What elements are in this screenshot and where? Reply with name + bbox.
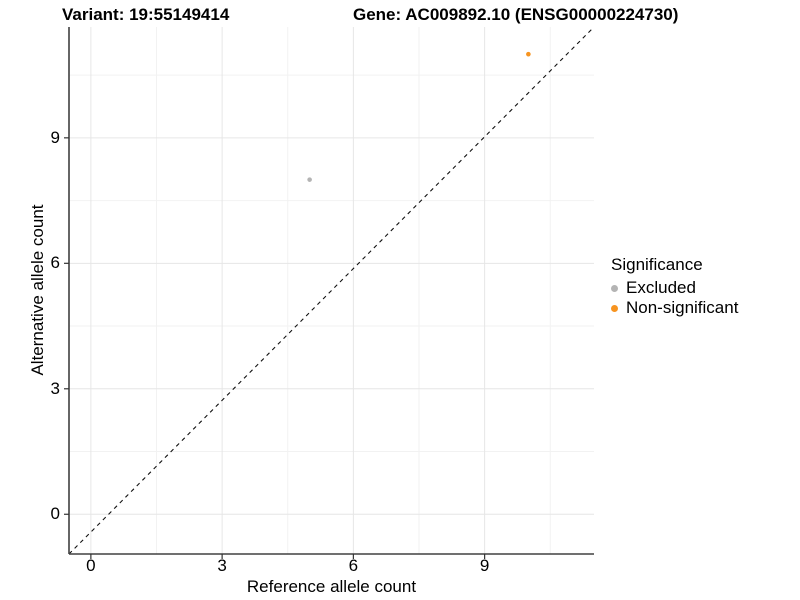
legend-item-label: Non-significant	[626, 298, 739, 317]
y-tick-label: 0	[50, 504, 60, 524]
y-tick-label: 9	[50, 127, 60, 147]
axis-tick-marks	[64, 137, 486, 559]
identity-reference-line	[68, 26, 595, 555]
gene-title: Gene: AC009892.10 (ENSG00000224730)	[353, 5, 679, 24]
y-tick-label: 6	[50, 253, 60, 273]
y-tick-label: 3	[50, 378, 60, 398]
variant-title: Variant: 19:55149414	[62, 5, 230, 24]
gridlines-minor	[69, 27, 594, 554]
point-non-significant	[526, 51, 531, 57]
excluded-swatch-icon	[611, 284, 618, 292]
y-axis-title: Alternative allele count	[28, 204, 47, 376]
gridlines-major	[69, 27, 594, 554]
x-axis-title: Reference allele count	[246, 577, 417, 596]
legend-item-label: Excluded	[626, 278, 696, 297]
data-points	[307, 51, 531, 182]
legend-item: Non-significant	[611, 298, 738, 318]
point-excluded	[307, 177, 312, 182]
x-tick-label: 9	[479, 556, 490, 575]
non-significant-swatch-icon	[611, 304, 618, 312]
x-tick-label: 3	[217, 556, 227, 575]
legend-title: Significance	[611, 255, 703, 274]
x-tick-label: 6	[348, 556, 359, 575]
x-tick-label: 0	[86, 556, 96, 575]
legend-item: Excluded	[611, 278, 696, 298]
